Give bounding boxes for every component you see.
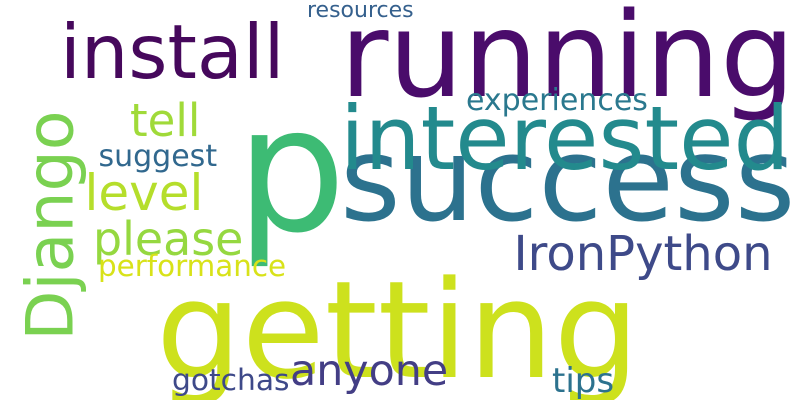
word-success: success [340, 112, 796, 248]
word-tell: tell [130, 94, 201, 147]
word-running: running [340, 0, 795, 124]
word-experiences: experiences [466, 83, 648, 118]
word-resources: resources [307, 0, 414, 23]
word-performance: performance [98, 248, 287, 283]
word-anyone: anyone [290, 346, 449, 396]
word-p: p [236, 69, 347, 271]
word-ironpython: IronPython [513, 226, 773, 282]
word-interested: interested [340, 86, 790, 190]
word-django: Django [13, 109, 89, 341]
word-gotchas: gotchas [172, 363, 290, 398]
word-getting: getting [156, 251, 640, 400]
word-level: level [84, 164, 204, 222]
word-install: install [60, 8, 285, 96]
word-please: please [93, 211, 244, 266]
word-suggest: suggest [98, 139, 218, 174]
word-tips: tips [552, 360, 615, 400]
